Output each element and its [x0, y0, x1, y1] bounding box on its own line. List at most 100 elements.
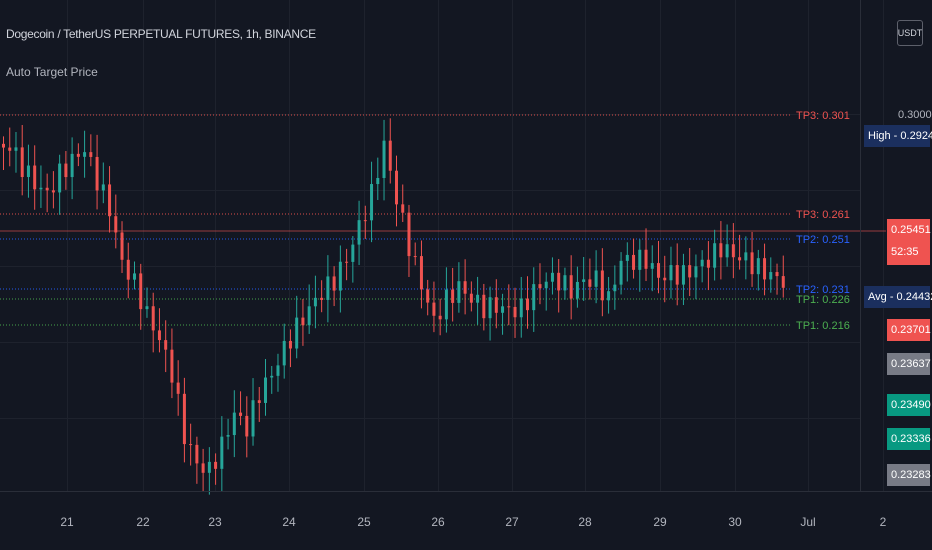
candle-body	[650, 263, 654, 269]
time-axis-label: 23	[208, 515, 222, 529]
price-tag-gray: 0.23637	[887, 353, 931, 375]
candle-body	[619, 260, 623, 285]
candle-body	[51, 190, 55, 193]
candle-body	[694, 266, 698, 278]
price-axis-divider	[860, 0, 861, 491]
candle-body	[239, 412, 243, 416]
grid-line-vertical	[215, 0, 216, 491]
candle-body	[507, 306, 511, 308]
candle-body	[632, 254, 636, 270]
grid-line-horizontal	[0, 418, 860, 419]
chart-title: Dogecoin / TetherUS PERPETUAL FUTURES, 1…	[6, 27, 316, 41]
indicator-name[interactable]: Auto Target Price	[6, 65, 98, 79]
grid-line-vertical	[883, 0, 884, 491]
candle-body	[419, 256, 423, 290]
candle-body	[145, 306, 149, 310]
candle-body	[438, 315, 442, 320]
candle-body	[482, 294, 486, 319]
grid-line-vertical	[660, 0, 661, 491]
candle-body	[738, 257, 742, 261]
candle-body	[189, 444, 193, 446]
candle-body	[657, 263, 660, 278]
candle-body	[532, 284, 536, 311]
candle-body	[395, 170, 398, 205]
candle-body	[207, 461, 211, 473]
candle-body	[513, 306, 517, 318]
candle-body	[126, 259, 130, 280]
candle-body	[388, 140, 392, 171]
candle-body	[351, 244, 355, 262]
candle-body	[89, 152, 93, 157]
candle-body	[557, 272, 561, 291]
candle-body	[332, 276, 336, 291]
target-label: TP3: 0.261	[796, 209, 850, 221]
candle-body	[20, 147, 24, 178]
target-label: TP2: 0.231	[796, 284, 850, 296]
grid-line-vertical	[438, 0, 439, 491]
time-axis-label: 22	[136, 515, 150, 529]
candle-body	[83, 152, 87, 157]
candle-body	[338, 261, 342, 291]
price-tag-green-2-value: 0.23336	[891, 433, 931, 445]
candle-body	[195, 444, 199, 464]
grid-line-vertical	[808, 0, 809, 491]
price-tag-red-value: 0.23701	[891, 324, 931, 336]
candle-body	[39, 187, 43, 190]
candle-body	[725, 244, 729, 258]
candle-body	[232, 412, 236, 436]
candle-body	[563, 275, 567, 291]
candle-body	[457, 281, 461, 303]
candle-body	[220, 436, 224, 469]
candle-body	[164, 340, 168, 350]
candle-body	[663, 277, 667, 281]
candle-body	[76, 153, 80, 157]
candle-body	[276, 365, 280, 376]
candle-body	[669, 265, 673, 281]
candle-body	[401, 204, 405, 213]
candle-body	[245, 415, 249, 437]
candle-body	[201, 463, 205, 473]
price-tag-red: 0.23701	[887, 319, 931, 341]
time-axis-label: 2	[880, 515, 887, 529]
time-axis-label: 30	[728, 515, 742, 529]
grid-line-vertical	[289, 0, 290, 491]
candle-body	[326, 276, 330, 300]
candle-body	[407, 212, 411, 257]
candle-body	[719, 243, 723, 258]
time-axis-label: 21	[60, 515, 74, 529]
candle-body	[270, 375, 274, 378]
candle-body	[313, 297, 317, 307]
target-label: TP2: 0.251	[796, 234, 850, 246]
candle-body	[307, 306, 311, 326]
candle-body	[182, 393, 186, 445]
candle-body	[70, 153, 74, 178]
time-axis-label: 24	[282, 515, 296, 529]
grid-line-horizontal	[0, 266, 860, 267]
candle-body	[600, 270, 604, 301]
candle-body	[550, 272, 554, 282]
candle-body	[133, 273, 136, 280]
candle-body	[463, 281, 467, 294]
high-value: 0.29249	[900, 130, 932, 142]
price-tag-gray-value: 0.23637	[891, 358, 931, 370]
candle-body	[613, 284, 617, 292]
candle-body	[625, 254, 629, 261]
grid-line-vertical	[67, 0, 68, 491]
candle-body	[582, 279, 586, 282]
candle-body	[345, 261, 349, 263]
time-axis-label: 26	[431, 515, 445, 529]
candle-body	[301, 317, 305, 326]
currency-button[interactable]: USDT	[897, 20, 923, 46]
candle-body	[45, 187, 49, 191]
candle-body	[226, 435, 230, 437]
time-axis-label: 28	[578, 515, 592, 529]
candle-body	[120, 232, 124, 260]
candle-body	[151, 306, 155, 331]
candle-body	[519, 298, 523, 318]
price-tag-gray-2-value: 0.23283	[891, 469, 931, 481]
candle-body	[26, 165, 30, 178]
target-label: TP1: 0.216	[796, 320, 850, 332]
candle-body	[775, 272, 779, 277]
